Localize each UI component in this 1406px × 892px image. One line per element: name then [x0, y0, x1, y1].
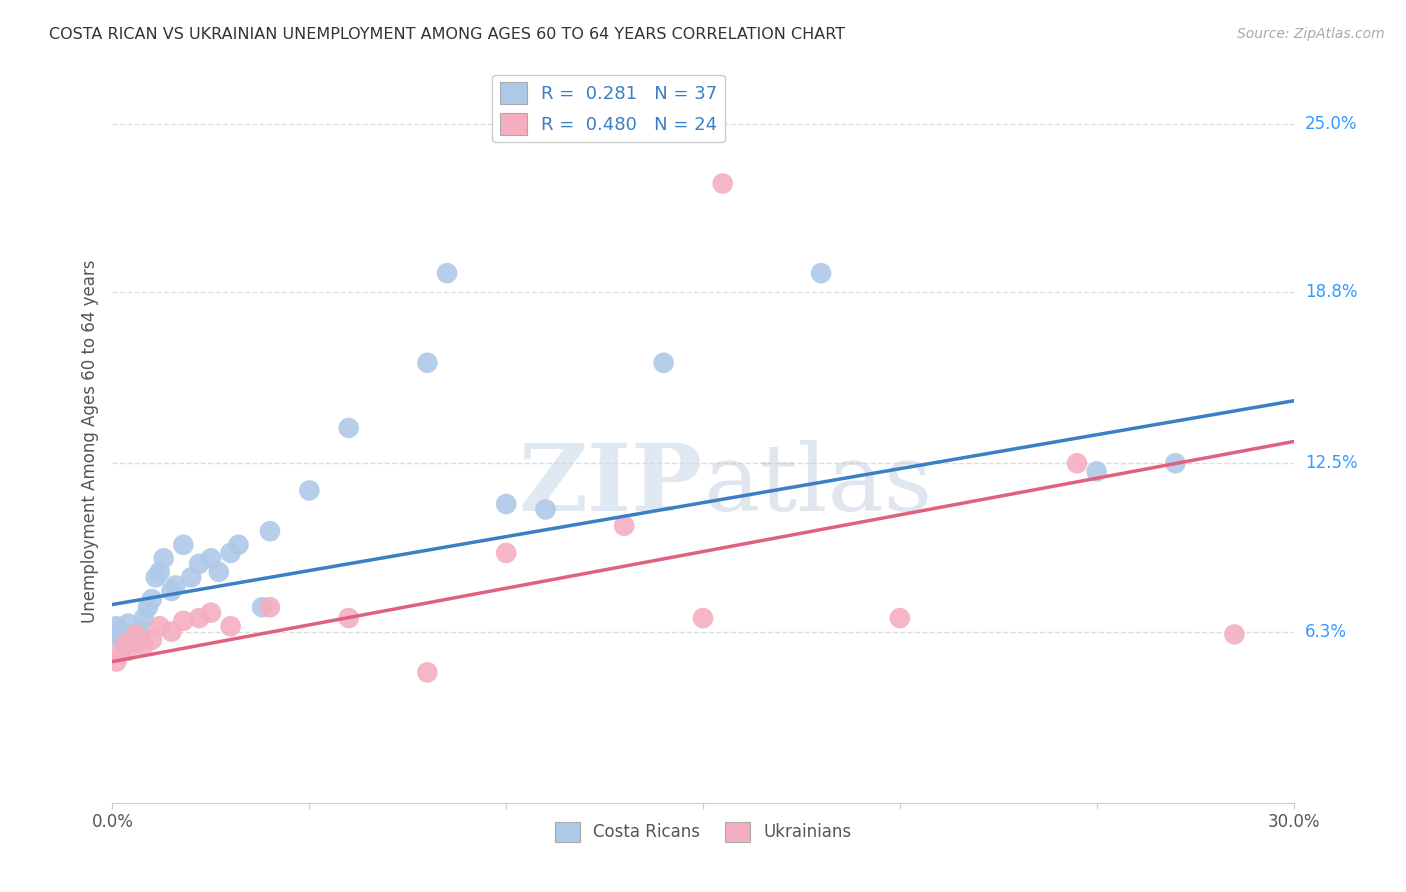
Point: [149, 565, 172, 579]
Point: [613, 518, 636, 533]
Point: [1066, 456, 1088, 470]
Text: atlas: atlas: [703, 440, 932, 530]
Point: [219, 546, 242, 560]
Point: [416, 665, 439, 680]
Point: [112, 638, 135, 652]
Point: [188, 557, 211, 571]
Point: [110, 624, 132, 639]
Point: [105, 619, 128, 633]
Point: [495, 546, 517, 560]
Point: [416, 356, 439, 370]
Text: COSTA RICAN VS UKRAINIAN UNEMPLOYMENT AMONG AGES 60 TO 64 YEARS CORRELATION CHAR: COSTA RICAN VS UKRAINIAN UNEMPLOYMENT AM…: [49, 27, 845, 42]
Point: [180, 570, 202, 584]
Point: [188, 611, 211, 625]
Text: ZIP: ZIP: [519, 440, 703, 530]
Point: [165, 578, 187, 592]
Point: [145, 570, 167, 584]
Point: [110, 632, 132, 647]
Point: [436, 266, 458, 280]
Point: [172, 538, 194, 552]
Legend: Costa Ricans, Ukrainians: Costa Ricans, Ukrainians: [548, 815, 858, 848]
Point: [228, 538, 250, 552]
Point: [337, 611, 360, 625]
Point: [117, 643, 139, 657]
Point: [110, 647, 132, 661]
Point: [129, 624, 152, 639]
Point: [132, 611, 155, 625]
Point: [250, 600, 273, 615]
Text: 18.8%: 18.8%: [1305, 283, 1357, 301]
Point: [200, 551, 222, 566]
Point: [1085, 464, 1108, 478]
Point: [711, 177, 734, 191]
Point: [160, 583, 183, 598]
Text: 12.5%: 12.5%: [1305, 454, 1357, 472]
Point: [112, 627, 135, 641]
Point: [132, 638, 155, 652]
Point: [141, 592, 163, 607]
Point: [136, 600, 159, 615]
Point: [125, 627, 148, 641]
Text: Source: ZipAtlas.com: Source: ZipAtlas.com: [1237, 27, 1385, 41]
Point: [112, 638, 135, 652]
Point: [152, 551, 174, 566]
Point: [534, 502, 557, 516]
Point: [298, 483, 321, 498]
Point: [121, 630, 143, 644]
Point: [105, 627, 128, 641]
Text: 6.3%: 6.3%: [1305, 623, 1347, 640]
Text: 25.0%: 25.0%: [1305, 115, 1357, 133]
Point: [652, 356, 675, 370]
Point: [200, 606, 222, 620]
Point: [141, 632, 163, 647]
Y-axis label: Unemployment Among Ages 60 to 64 years: Unemployment Among Ages 60 to 64 years: [80, 260, 98, 624]
Point: [219, 619, 242, 633]
Point: [810, 266, 832, 280]
Point: [889, 611, 911, 625]
Point: [121, 632, 143, 647]
Point: [105, 655, 128, 669]
Point: [337, 421, 360, 435]
Point: [117, 616, 139, 631]
Point: [160, 624, 183, 639]
Point: [1164, 456, 1187, 470]
Point: [259, 600, 281, 615]
Point: [125, 635, 148, 649]
Point: [1223, 627, 1246, 641]
Point: [208, 565, 231, 579]
Point: [172, 614, 194, 628]
Point: [692, 611, 714, 625]
Point: [495, 497, 517, 511]
Point: [259, 524, 281, 538]
Point: [149, 619, 172, 633]
